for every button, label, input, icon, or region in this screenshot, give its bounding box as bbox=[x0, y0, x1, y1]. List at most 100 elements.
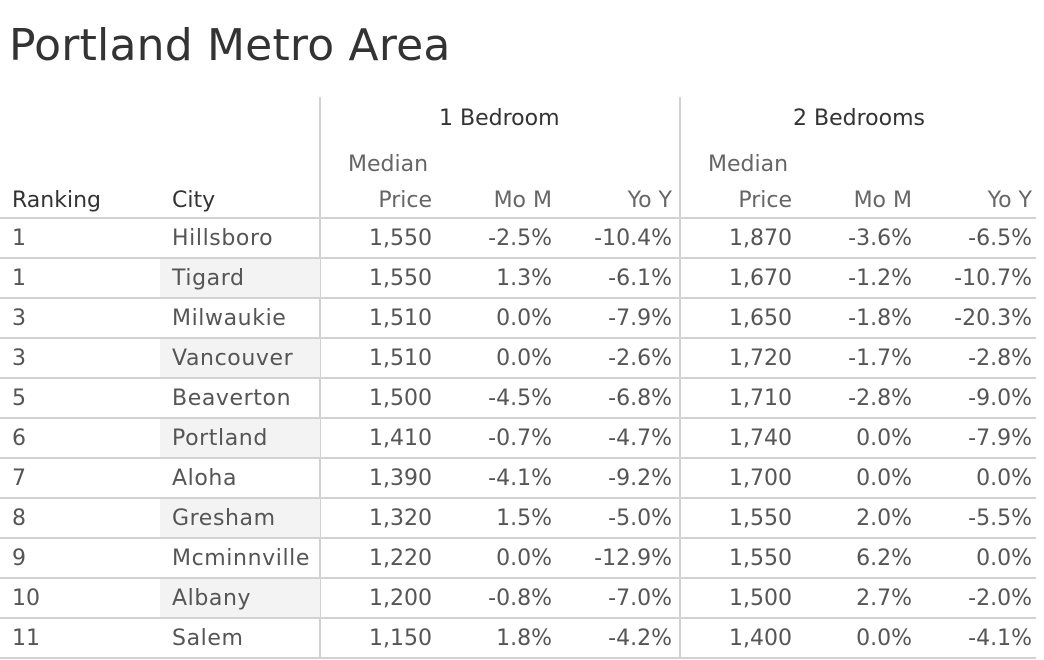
page-title: Portland Metro Area bbox=[9, 20, 451, 71]
group-header-1-bedroom: 1 Bedroom bbox=[439, 106, 560, 131]
row-divider bbox=[0, 337, 1036, 339]
1br-yoy-cell: -7.9% bbox=[608, 306, 672, 331]
1br-mom-cell: -0.8% bbox=[488, 586, 552, 611]
2br-mom-cell: -1.7% bbox=[848, 346, 912, 371]
2br-mom-cell: -1.8% bbox=[848, 306, 912, 331]
col-2br-price-line1: Median bbox=[708, 152, 789, 177]
table-row: 10 Albany 1,200 -0.8% -7.0% 1,500 2.7% -2.0% bbox=[0, 579, 1036, 619]
table-row: 3 Milwaukie 1,510 0.0% -7.9% 1,650 -1.8% -20.3% bbox=[0, 299, 1036, 339]
rank-cell: 1 bbox=[12, 266, 26, 291]
city-cell: Portland bbox=[172, 426, 268, 451]
city-cell: Mcminnville bbox=[172, 546, 310, 571]
2br-yoy-cell: -2.8% bbox=[968, 346, 1032, 371]
2br-yoy-cell: 0.0% bbox=[976, 466, 1032, 491]
1br-price-cell: 1,500 bbox=[369, 386, 432, 411]
1br-price-cell: 1,550 bbox=[369, 226, 432, 251]
1br-mom-cell: 0.0% bbox=[496, 546, 552, 571]
1br-yoy-cell: -5.0% bbox=[608, 506, 672, 531]
1br-yoy-cell: -6.8% bbox=[608, 386, 672, 411]
2br-price-cell: 1,720 bbox=[729, 346, 792, 371]
row-divider bbox=[0, 297, 1036, 299]
row-divider bbox=[0, 497, 1036, 499]
col-1br-price: Price bbox=[378, 188, 432, 213]
rank-cell: 11 bbox=[12, 626, 40, 651]
1br-price-cell: 1,200 bbox=[369, 586, 432, 611]
2br-price-cell: 1,740 bbox=[729, 426, 792, 451]
table-row: 11 Salem 1,150 1.8% -4.2% 1,400 0.0% -4.1% bbox=[0, 619, 1036, 659]
1br-price-cell: 1,390 bbox=[369, 466, 432, 491]
rank-cell: 3 bbox=[12, 306, 26, 331]
table-row: 9 Mcminnville 1,220 0.0% -12.9% 1,550 6.2% 0.0% bbox=[0, 539, 1036, 579]
row-divider bbox=[0, 257, 1036, 259]
1br-mom-cell: 1.5% bbox=[496, 506, 552, 531]
row-divider bbox=[0, 537, 1036, 539]
1br-mom-cell: 1.8% bbox=[496, 626, 552, 651]
row-divider bbox=[0, 617, 1036, 619]
2br-yoy-cell: -9.0% bbox=[968, 386, 1032, 411]
2br-mom-cell: 0.0% bbox=[856, 426, 912, 451]
1br-mom-cell: 0.0% bbox=[496, 346, 552, 371]
1br-yoy-cell: -12.9% bbox=[594, 546, 672, 571]
table-row: 8 Gresham 1,320 1.5% -5.0% 1,550 2.0% -5.5% bbox=[0, 499, 1036, 539]
row-band bbox=[160, 579, 320, 617]
1br-yoy-cell: -7.0% bbox=[608, 586, 672, 611]
rank-cell: 5 bbox=[12, 386, 26, 411]
city-cell: Hillsboro bbox=[172, 226, 274, 251]
rank-cell: 8 bbox=[12, 506, 26, 531]
2br-mom-cell: 0.0% bbox=[856, 626, 912, 651]
2br-price-cell: 1,670 bbox=[729, 266, 792, 291]
city-cell: Tigard bbox=[172, 266, 245, 291]
header-underline bbox=[0, 217, 1036, 219]
2br-price-cell: 1,400 bbox=[729, 626, 792, 651]
2br-price-cell: 1,550 bbox=[729, 506, 792, 531]
city-cell: Beaverton bbox=[172, 386, 292, 411]
1br-yoy-cell: -4.7% bbox=[608, 426, 672, 451]
city-cell: Aloha bbox=[172, 466, 238, 491]
1br-price-cell: 1,220 bbox=[369, 546, 432, 571]
2br-yoy-cell: -5.5% bbox=[968, 506, 1032, 531]
city-cell: Gresham bbox=[172, 506, 276, 531]
1br-mom-cell: 1.3% bbox=[496, 266, 552, 291]
rank-cell: 7 bbox=[12, 466, 26, 491]
row-band bbox=[160, 259, 320, 297]
2br-yoy-cell: -2.0% bbox=[968, 586, 1032, 611]
1br-mom-cell: 0.0% bbox=[496, 306, 552, 331]
2br-price-cell: 1,500 bbox=[729, 586, 792, 611]
1br-mom-cell: -4.1% bbox=[488, 466, 552, 491]
2br-price-cell: 1,700 bbox=[729, 466, 792, 491]
table-row: 1 Tigard 1,550 1.3% -6.1% 1,670 -1.2% -10.7% bbox=[0, 259, 1036, 299]
1br-yoy-cell: -6.1% bbox=[608, 266, 672, 291]
1br-price-cell: 1,550 bbox=[369, 266, 432, 291]
1br-yoy-cell: -9.2% bbox=[608, 466, 672, 491]
2br-price-cell: 1,710 bbox=[729, 386, 792, 411]
header-city: City bbox=[172, 188, 216, 213]
1br-mom-cell: -4.5% bbox=[488, 386, 552, 411]
table-row: 1 Hillsboro 1,550 -2.5% -10.4% 1,870 -3.6% -6.5… bbox=[0, 219, 1036, 259]
col-2br-mom: Mo M bbox=[853, 188, 912, 213]
1br-price-cell: 1,150 bbox=[369, 626, 432, 651]
row-divider bbox=[0, 377, 1036, 379]
1br-mom-cell: -0.7% bbox=[488, 426, 552, 451]
2br-price-cell: 1,550 bbox=[729, 546, 792, 571]
2br-mom-cell: 2.0% bbox=[856, 506, 912, 531]
2br-yoy-cell: -6.5% bbox=[968, 226, 1032, 251]
city-cell: Salem bbox=[172, 626, 244, 651]
2br-price-cell: 1,870 bbox=[729, 226, 792, 251]
2br-yoy-cell: -7.9% bbox=[968, 426, 1032, 451]
row-band bbox=[160, 419, 320, 457]
table-row: 5 Beaverton 1,500 -4.5% -6.8% 1,710 -2.8% -9.0% bbox=[0, 379, 1036, 419]
city-cell: Albany bbox=[172, 586, 252, 611]
1br-yoy-cell: -2.6% bbox=[608, 346, 672, 371]
group-header-2-bedrooms: 2 Bedrooms bbox=[793, 106, 925, 131]
rank-cell: 6 bbox=[12, 426, 26, 451]
1br-price-cell: 1,410 bbox=[369, 426, 432, 451]
2br-yoy-cell: 0.0% bbox=[976, 546, 1032, 571]
1br-mom-cell: -2.5% bbox=[488, 226, 552, 251]
1br-yoy-cell: -4.2% bbox=[608, 626, 672, 651]
1br-price-cell: 1,320 bbox=[369, 506, 432, 531]
2br-yoy-cell: -10.7% bbox=[954, 266, 1032, 291]
col-1br-yoy: Yo Y bbox=[627, 188, 672, 213]
col-2br-price: Price bbox=[738, 188, 792, 213]
2br-yoy-cell: -20.3% bbox=[954, 306, 1032, 331]
table-row: 7 Aloha 1,390 -4.1% -9.2% 1,700 0.0% 0.0% bbox=[0, 459, 1036, 499]
